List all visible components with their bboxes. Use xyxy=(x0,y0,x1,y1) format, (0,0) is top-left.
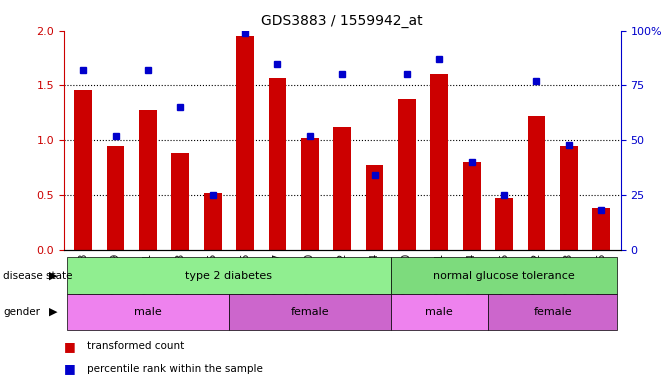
Bar xyxy=(560,146,578,250)
Bar xyxy=(366,166,384,250)
Bar xyxy=(204,193,221,250)
Bar xyxy=(391,294,488,330)
Text: normal glucose tolerance: normal glucose tolerance xyxy=(433,270,575,281)
Bar xyxy=(488,294,617,330)
Bar xyxy=(592,208,610,250)
Text: percentile rank within the sample: percentile rank within the sample xyxy=(87,364,263,374)
Bar xyxy=(391,257,617,294)
Text: gender: gender xyxy=(3,307,40,317)
Bar xyxy=(236,36,254,250)
Bar xyxy=(301,138,319,250)
Bar xyxy=(495,198,513,250)
Bar xyxy=(74,90,92,250)
Bar xyxy=(333,127,351,250)
Bar xyxy=(430,74,448,250)
Bar xyxy=(229,294,391,330)
Text: ■: ■ xyxy=(64,362,76,376)
Bar xyxy=(527,116,546,250)
Text: male: male xyxy=(134,307,162,317)
Bar xyxy=(171,153,189,250)
Bar xyxy=(67,257,391,294)
Bar xyxy=(67,294,229,330)
Title: GDS3883 / 1559942_at: GDS3883 / 1559942_at xyxy=(262,14,423,28)
Bar xyxy=(268,78,287,250)
Bar xyxy=(107,146,124,250)
Text: transformed count: transformed count xyxy=(87,341,185,351)
Text: ▶: ▶ xyxy=(48,307,57,317)
Text: female: female xyxy=(291,307,329,317)
Bar xyxy=(463,162,480,250)
Bar xyxy=(398,99,416,250)
Text: ■: ■ xyxy=(64,340,76,353)
Text: male: male xyxy=(425,307,453,317)
Text: female: female xyxy=(533,307,572,317)
Text: disease state: disease state xyxy=(3,270,73,281)
Text: type 2 diabetes: type 2 diabetes xyxy=(185,270,272,281)
Bar xyxy=(139,109,157,250)
Text: ▶: ▶ xyxy=(48,270,57,281)
